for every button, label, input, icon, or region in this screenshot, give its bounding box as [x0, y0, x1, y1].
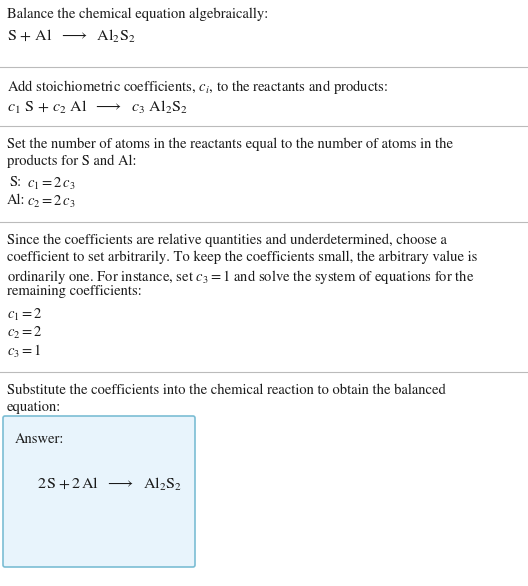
Text: Answer:: Answer:	[15, 433, 64, 447]
Text: Balance the chemical equation algebraically:: Balance the chemical equation algebraica…	[7, 8, 268, 22]
Text: Since the coefficients are relative quantities and underdetermined, choose a: Since the coefficients are relative quan…	[7, 234, 447, 247]
Text: ordinarily one. For instance, set $c_3 = 1$ and solve the system of equations fo: ordinarily one. For instance, set $c_3 =…	[7, 268, 475, 286]
Text: Set the number of atoms in the reactants equal to the number of atoms in the: Set the number of atoms in the reactants…	[7, 138, 453, 151]
Text: S + Al  $\longrightarrow$  Al$_2$S$_2$: S + Al $\longrightarrow$ Al$_2$S$_2$	[7, 28, 136, 45]
Text: coefficient to set arbitrarily. To keep the coefficients small, the arbitrary va: coefficient to set arbitrarily. To keep …	[7, 251, 477, 264]
FancyBboxPatch shape	[3, 416, 195, 567]
Text: S:: S:	[9, 176, 21, 189]
Text: Substitute the coefficients into the chemical reaction to obtain the balanced: Substitute the coefficients into the che…	[7, 384, 446, 397]
Text: products for S and Al:: products for S and Al:	[7, 155, 137, 168]
Text: $c_1$ S + $c_2$ Al  $\longrightarrow$  $c_3$ Al$_2$S$_2$: $c_1$ S + $c_2$ Al $\longrightarrow$ $c_…	[7, 99, 188, 116]
Text: Add stoichiometric coefficients, $c_i$, to the reactants and products:: Add stoichiometric coefficients, $c_i$, …	[7, 78, 388, 96]
Text: Al:: Al:	[7, 194, 25, 207]
Text: remaining coefficients:: remaining coefficients:	[7, 285, 142, 298]
Text: $c_1 = 2$: $c_1 = 2$	[7, 307, 42, 323]
Text: $2\,\mathrm{S} + 2\,\mathrm{Al}$  $\longrightarrow$  $\mathrm{Al}_2\mathrm{S}_2$: $2\,\mathrm{S} + 2\,\mathrm{Al}$ $\longr…	[37, 476, 182, 493]
Text: $c_1 = 2\,c_3$: $c_1 = 2\,c_3$	[27, 176, 76, 192]
Text: $c_2 = 2\,c_3$: $c_2 = 2\,c_3$	[27, 194, 76, 210]
Text: $c_3 = 1$: $c_3 = 1$	[7, 343, 41, 360]
Text: $c_2 = 2$: $c_2 = 2$	[7, 325, 42, 341]
Text: equation:: equation:	[7, 401, 61, 414]
